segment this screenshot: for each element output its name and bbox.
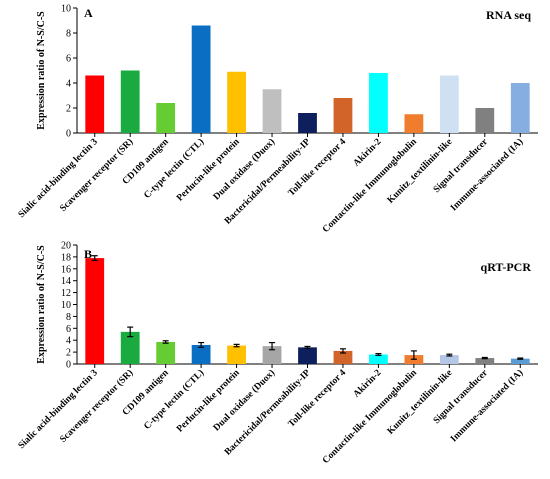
y-tick-label: 2 [66,348,71,359]
bar [120,331,140,364]
y-tick-label: 18 [61,252,71,263]
y-tick-label: 4 [66,336,71,347]
x-tick-label: Perlucin-like protein [175,137,242,204]
y-tick-label: 16 [61,264,71,275]
bar [262,89,282,133]
x-tick-label: Dual oxidase (Duox) [211,136,277,202]
bar [333,350,353,364]
x-tick-label: Akirin-2 [352,368,384,400]
y-tick-label: 0 [66,129,71,140]
panel-label: B [84,247,92,261]
bar [369,354,388,364]
y-tick-label: 20 [61,241,71,252]
bar [191,344,211,364]
y-tick-label: 12 [61,288,71,299]
y-tick-label: 14 [61,276,71,287]
bar [475,108,495,133]
bar [369,73,388,133]
x-tick-label: Kunitz_textilinin-like [386,368,455,437]
y-tick-label: 10 [61,300,71,311]
bar [85,258,105,364]
bar [475,358,495,364]
x-tick-label: Scavenger receptor (SR) [58,136,136,214]
y-axis-title: Expression ratio of N-S/C-S [36,245,47,364]
y-axis-title: Expression ratio of N-S/C-S [36,11,47,130]
bar [191,25,211,133]
bar [510,83,530,133]
bar [439,75,459,133]
bar [156,103,176,133]
y-tick-label: 2 [66,104,71,115]
x-tick-label: C-type lectin (CTL) [142,367,207,432]
y-tick-label: 6 [66,54,71,65]
x-tick-label: Kunitz_textilinin-like [386,137,455,206]
chart-title: qRT-PCR [481,260,532,274]
panel-a-rna-seq-chart: 0 2 4 6 8 10 Expression ratio of N-S/C-S A RNA s… [17,4,538,235]
bar [120,70,140,133]
y-tick-label: 4 [66,79,71,90]
bar [404,114,424,133]
x-tick-label: Immune-associated (IA) [448,367,525,444]
y-tick-label: 0 [66,360,71,371]
x-tick-label: C-type lectin (CTL) [142,136,207,201]
y-tick-label: 8 [66,312,71,323]
bar [298,347,317,364]
chart-title: RNA seq [486,8,531,22]
bar [85,75,105,133]
x-tick-label: Dual oxidase (Duox) [211,367,277,433]
bar [227,71,246,133]
x-tick-label: Akirin-2 [352,137,384,169]
panel-label: A [84,6,93,20]
x-tick-label: Scavenger receptor (SR) [58,367,136,445]
y-tick-label: 10 [61,4,71,15]
bar [262,346,282,364]
y-tick-label: 8 [66,29,71,40]
x-tick-label: Immune-associated (IA) [448,136,525,213]
bar [298,113,317,133]
y-tick-label: 6 [66,324,71,335]
bar [333,98,353,133]
x-tick-label: Perlucin-like protein [175,368,242,435]
bar [227,345,246,364]
bar [510,358,530,364]
bar [439,355,459,364]
bar [156,341,176,364]
